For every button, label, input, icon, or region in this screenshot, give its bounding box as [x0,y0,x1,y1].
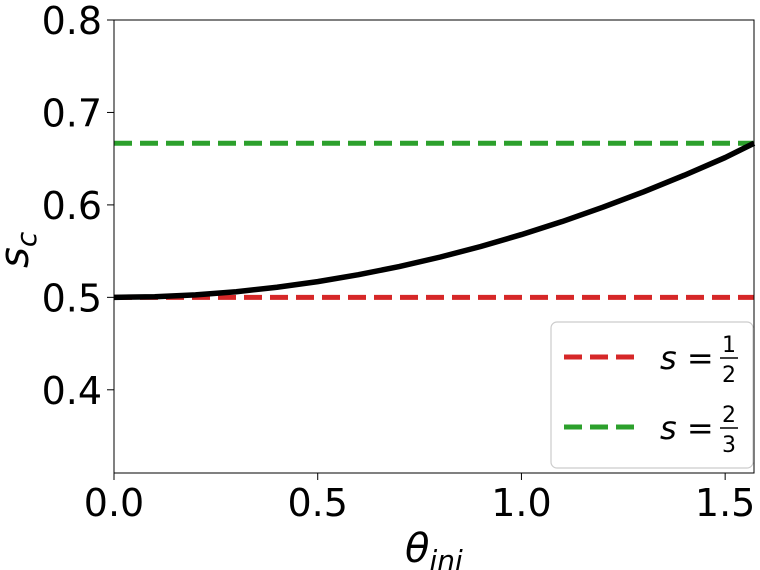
x-axis-label: θini [405,526,463,570]
y-tick-label: 0.5 [42,276,102,320]
legend-den-twothirds: 3 [722,433,736,458]
y-axis: 0.4 0.5 0.6 0.7 0.8 [42,0,114,413]
y-tick-label: 0.4 [42,369,102,413]
y-axis-label: sc [0,231,43,268]
x-axis: 0.0 0.5 1.0 1.5 [84,473,755,525]
legend-label-twothirds: s = [660,409,714,447]
legend-num-half: 1 [722,333,736,358]
series-line-0 [113,140,756,301]
x-tick-label: 1.5 [695,481,755,525]
y-tick-label: 0.8 [42,0,102,43]
legend-num-twothirds: 2 [722,403,736,428]
legend-label-half: s = [660,339,714,377]
y-tick-label: 0.6 [42,184,102,228]
plot-frame [113,19,755,474]
legend-den-half: 2 [722,363,736,388]
legend: s = 1 2 s = 2 3 [550,321,754,469]
y-tick-label: 0.7 [42,91,102,135]
series-layer [113,140,756,301]
x-tick-label: 0.0 [84,481,144,525]
x-tick-label: 1.0 [491,481,551,525]
x-tick-label: 0.5 [287,481,347,525]
